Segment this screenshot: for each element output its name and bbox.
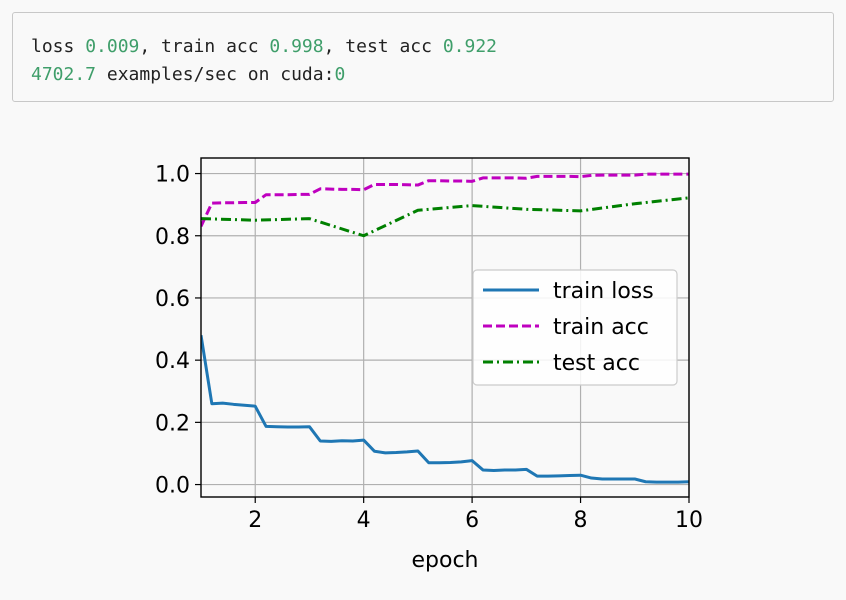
log-line-metrics: loss 0.009, train acc 0.998, test acc 0.… (31, 33, 815, 61)
log-value: 0.922 (442, 36, 498, 57)
y-tick-label: 0.0 (155, 474, 190, 499)
axes-frame (200, 157, 690, 498)
series-line-train-loss (201, 335, 689, 484)
training-curves-chart: 2 4 6 8 10 0.0 0.2 0.4 0.6 0.8 1.0 epoch train los… (0, 110, 846, 595)
legend-box (472, 269, 678, 386)
log-text: , train acc (139, 36, 270, 57)
log-value: 0.009 (85, 36, 140, 57)
log-text: loss (31, 36, 86, 57)
legend-entry: test acc (553, 351, 640, 376)
legend-entry: train loss (553, 279, 654, 304)
legend-entry: train acc (553, 315, 649, 340)
y-tick-label: 0.8 (155, 225, 190, 250)
x-axis-label: epoch (412, 548, 479, 573)
log-text: , test acc (323, 36, 443, 57)
x-tick-label: 2 (248, 508, 262, 533)
training-output-log: loss 0.009, train acc 0.998, test acc 0.… (12, 12, 834, 102)
y-tick-label: 0.4 (155, 349, 190, 374)
axis-ticks: 2 4 6 8 10 0.0 0.2 0.4 0.6 0.8 1.0 (155, 163, 703, 533)
chart-svg: 2 4 6 8 10 0.0 0.2 0.4 0.6 0.8 1.0 epoch train los… (155, 157, 703, 573)
x-tick-label: 4 (357, 508, 371, 533)
log-value: 4702.7 (31, 64, 97, 85)
series-line-test-acc (201, 196, 689, 238)
x-tick-label: 8 (574, 508, 588, 533)
log-text: examples/sec on cuda: (96, 64, 335, 85)
log-value: 0 (334, 64, 346, 85)
x-tick-label: 6 (465, 508, 479, 533)
y-tick-label: 0.2 (155, 411, 190, 436)
legend: train loss train acc test acc (472, 269, 678, 386)
x-tick-label: 10 (675, 508, 703, 533)
y-tick-label: 1.0 (155, 163, 190, 188)
series-lines (201, 172, 689, 484)
log-line-throughput: 4702.7 examples/sec on cuda:0 (31, 61, 815, 89)
y-tick-label: 0.6 (155, 287, 190, 312)
series-line-train-acc (201, 172, 689, 228)
log-value: 0.998 (269, 36, 324, 57)
